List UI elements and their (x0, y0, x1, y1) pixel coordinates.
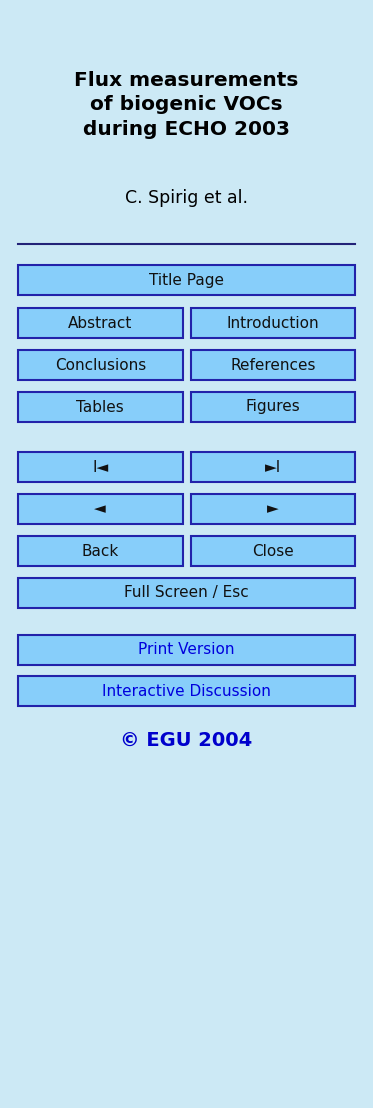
FancyBboxPatch shape (191, 452, 355, 482)
Text: Abstract: Abstract (68, 316, 132, 330)
FancyBboxPatch shape (18, 265, 355, 295)
Text: ◄: ◄ (94, 502, 106, 516)
FancyBboxPatch shape (18, 308, 182, 338)
FancyBboxPatch shape (18, 676, 355, 706)
Text: Figures: Figures (245, 400, 300, 414)
FancyBboxPatch shape (18, 494, 182, 524)
Text: Full Screen / Esc: Full Screen / Esc (124, 585, 249, 601)
Text: Conclusions: Conclusions (54, 358, 146, 372)
FancyBboxPatch shape (18, 578, 355, 608)
Text: Introduction: Introduction (226, 316, 319, 330)
FancyBboxPatch shape (191, 536, 355, 566)
FancyBboxPatch shape (18, 635, 355, 665)
Text: Back: Back (82, 544, 119, 558)
Text: I◄: I◄ (92, 460, 109, 474)
Text: Interactive Discussion: Interactive Discussion (102, 684, 271, 698)
Text: © EGU 2004: © EGU 2004 (120, 730, 253, 749)
Text: Close: Close (252, 544, 294, 558)
FancyBboxPatch shape (191, 494, 355, 524)
Text: References: References (230, 358, 316, 372)
Text: Print Version: Print Version (138, 643, 235, 657)
FancyBboxPatch shape (18, 392, 182, 422)
FancyBboxPatch shape (18, 350, 182, 380)
Text: C. Spirig et al.: C. Spirig et al. (125, 189, 248, 207)
Text: Flux measurements
of biogenic VOCs
during ECHO 2003: Flux measurements of biogenic VOCs durin… (74, 71, 299, 138)
FancyBboxPatch shape (191, 392, 355, 422)
Text: ►I: ►I (264, 460, 281, 474)
FancyBboxPatch shape (191, 308, 355, 338)
FancyBboxPatch shape (191, 350, 355, 380)
Text: Title Page: Title Page (149, 273, 224, 287)
FancyBboxPatch shape (18, 536, 182, 566)
FancyBboxPatch shape (18, 452, 182, 482)
Text: Tables: Tables (76, 400, 124, 414)
Text: ►: ► (267, 502, 279, 516)
